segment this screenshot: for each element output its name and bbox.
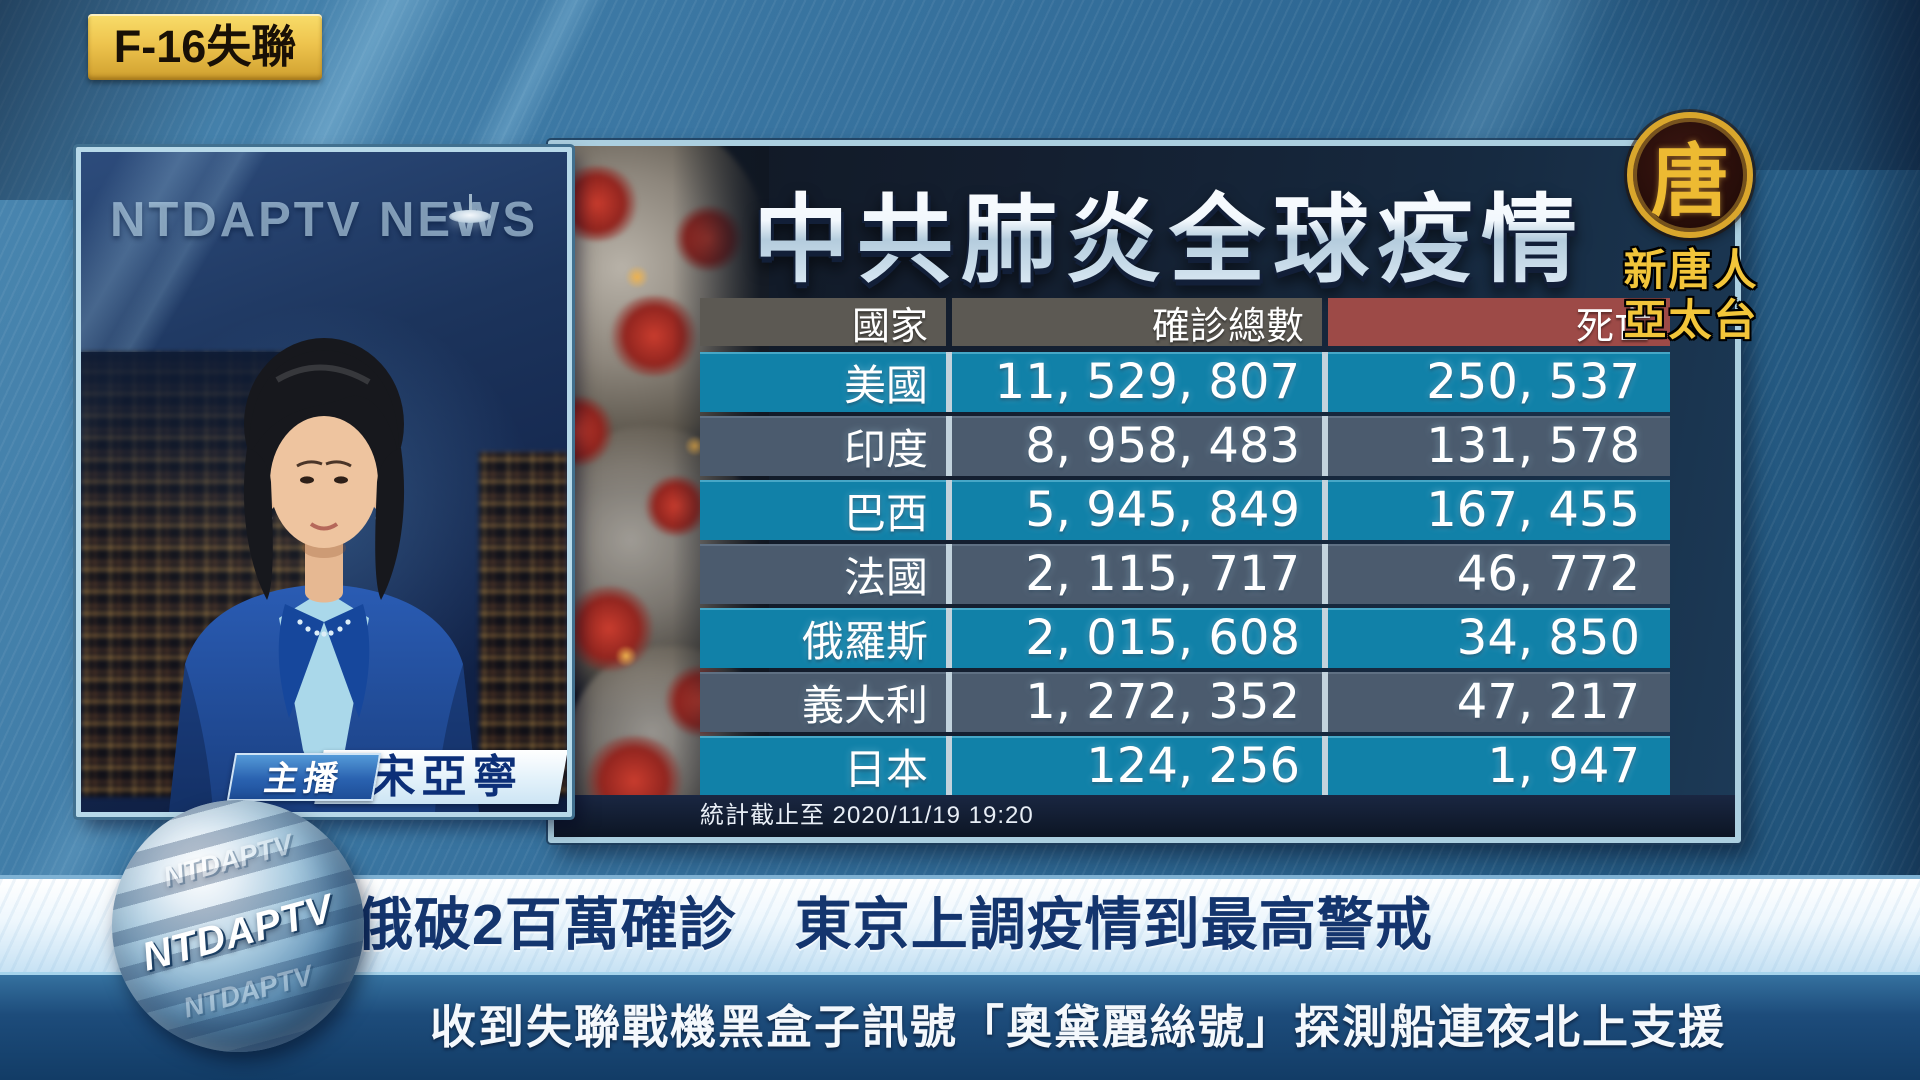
infographic-panel: 中共肺炎全球疫情 國家 確診總數 死亡 美國 11, 529, 807 250,…	[548, 140, 1741, 843]
confirmed-cell: 2, 115, 717	[952, 544, 1322, 604]
stats-cutoff-note: 統計截止至 2020/11/19 19:20	[554, 795, 1735, 837]
station-name-line1: 新唐人	[1623, 247, 1759, 295]
table-row: 法國 2, 115, 717 46, 772	[700, 544, 1670, 604]
table-row: 日本 124, 256 1, 947	[700, 736, 1670, 796]
deaths-cell: 1, 947	[1328, 736, 1670, 796]
deaths-cell: 34, 850	[1328, 608, 1670, 668]
country-cell: 印度	[700, 416, 946, 476]
studio-background: NTDAPTV NEWS	[81, 152, 567, 812]
header-country: 國家	[700, 298, 946, 348]
confirmed-cell: 5, 945, 849	[952, 480, 1322, 540]
country-cell: 美國	[700, 352, 946, 412]
deaths-cell: 250, 537	[1328, 352, 1670, 412]
deaths-cell: 46, 772	[1328, 544, 1670, 604]
confirmed-cell: 1, 272, 352	[952, 672, 1322, 732]
table-row: 美國 11, 529, 807 250, 537	[700, 352, 1670, 412]
country-cell: 法國	[700, 544, 946, 604]
table-row: 印度 8, 958, 483 131, 578	[700, 416, 1670, 476]
confirmed-cell: 124, 256	[952, 736, 1322, 796]
panel-title: 中共肺炎全球疫情	[724, 162, 1614, 301]
header-confirmed: 確診總數	[952, 298, 1322, 348]
anchor-video-window: NTDAPTV NEWS	[76, 147, 572, 817]
city-skyline-right	[479, 452, 567, 797]
news-anchor	[169, 338, 479, 812]
deaths-cell: 47, 217	[1328, 672, 1670, 732]
station-name-line2: 亞太台	[1623, 297, 1759, 345]
ceiling-lamp-icon	[469, 194, 472, 212]
country-cell: 俄羅斯	[700, 608, 946, 668]
anchor-role-badge: 主播	[226, 753, 382, 801]
deaths-cell: 167, 455	[1328, 480, 1670, 540]
country-cell: 義大利	[700, 672, 946, 732]
anchor-name: 宋亞寧	[370, 751, 524, 802]
station-seal-icon: 唐	[1627, 112, 1753, 238]
table-row: 義大利 1, 272, 352 47, 217	[700, 672, 1670, 732]
confirmed-cell: 8, 958, 483	[952, 416, 1322, 476]
covid-stats-table: 國家 確診總數 死亡 美國 11, 529, 807 250, 537 印度 8…	[700, 298, 1670, 800]
ticker-topic-badge: F-16失聯	[88, 14, 322, 80]
header-deaths: 死亡	[1328, 298, 1670, 348]
confirmed-cell: 11, 529, 807	[952, 352, 1322, 412]
country-cell: 巴西	[700, 480, 946, 540]
confirmed-cell: 2, 015, 608	[952, 608, 1322, 668]
table-row: 俄羅斯 2, 015, 608 34, 850	[700, 608, 1670, 668]
table-row: 巴西 5, 945, 849 167, 455	[700, 480, 1670, 540]
ntdaptv-globe-logo: NTDAPTV NTDAPTV NTDAPTV	[112, 800, 364, 1052]
country-cell: 日本	[700, 736, 946, 796]
ceiling-lamp-icon	[449, 210, 491, 223]
table-header-row: 國家 確診總數 死亡	[700, 298, 1670, 348]
headline-text: 俄破2百萬確診 東京上調疫情到最高警戒	[356, 893, 1433, 957]
deaths-cell: 131, 578	[1328, 416, 1670, 476]
ticker-text: 收到失聯戰機黑盒子訊號「奧黛麗絲號」探測船連夜北上支援	[430, 1001, 1726, 1053]
